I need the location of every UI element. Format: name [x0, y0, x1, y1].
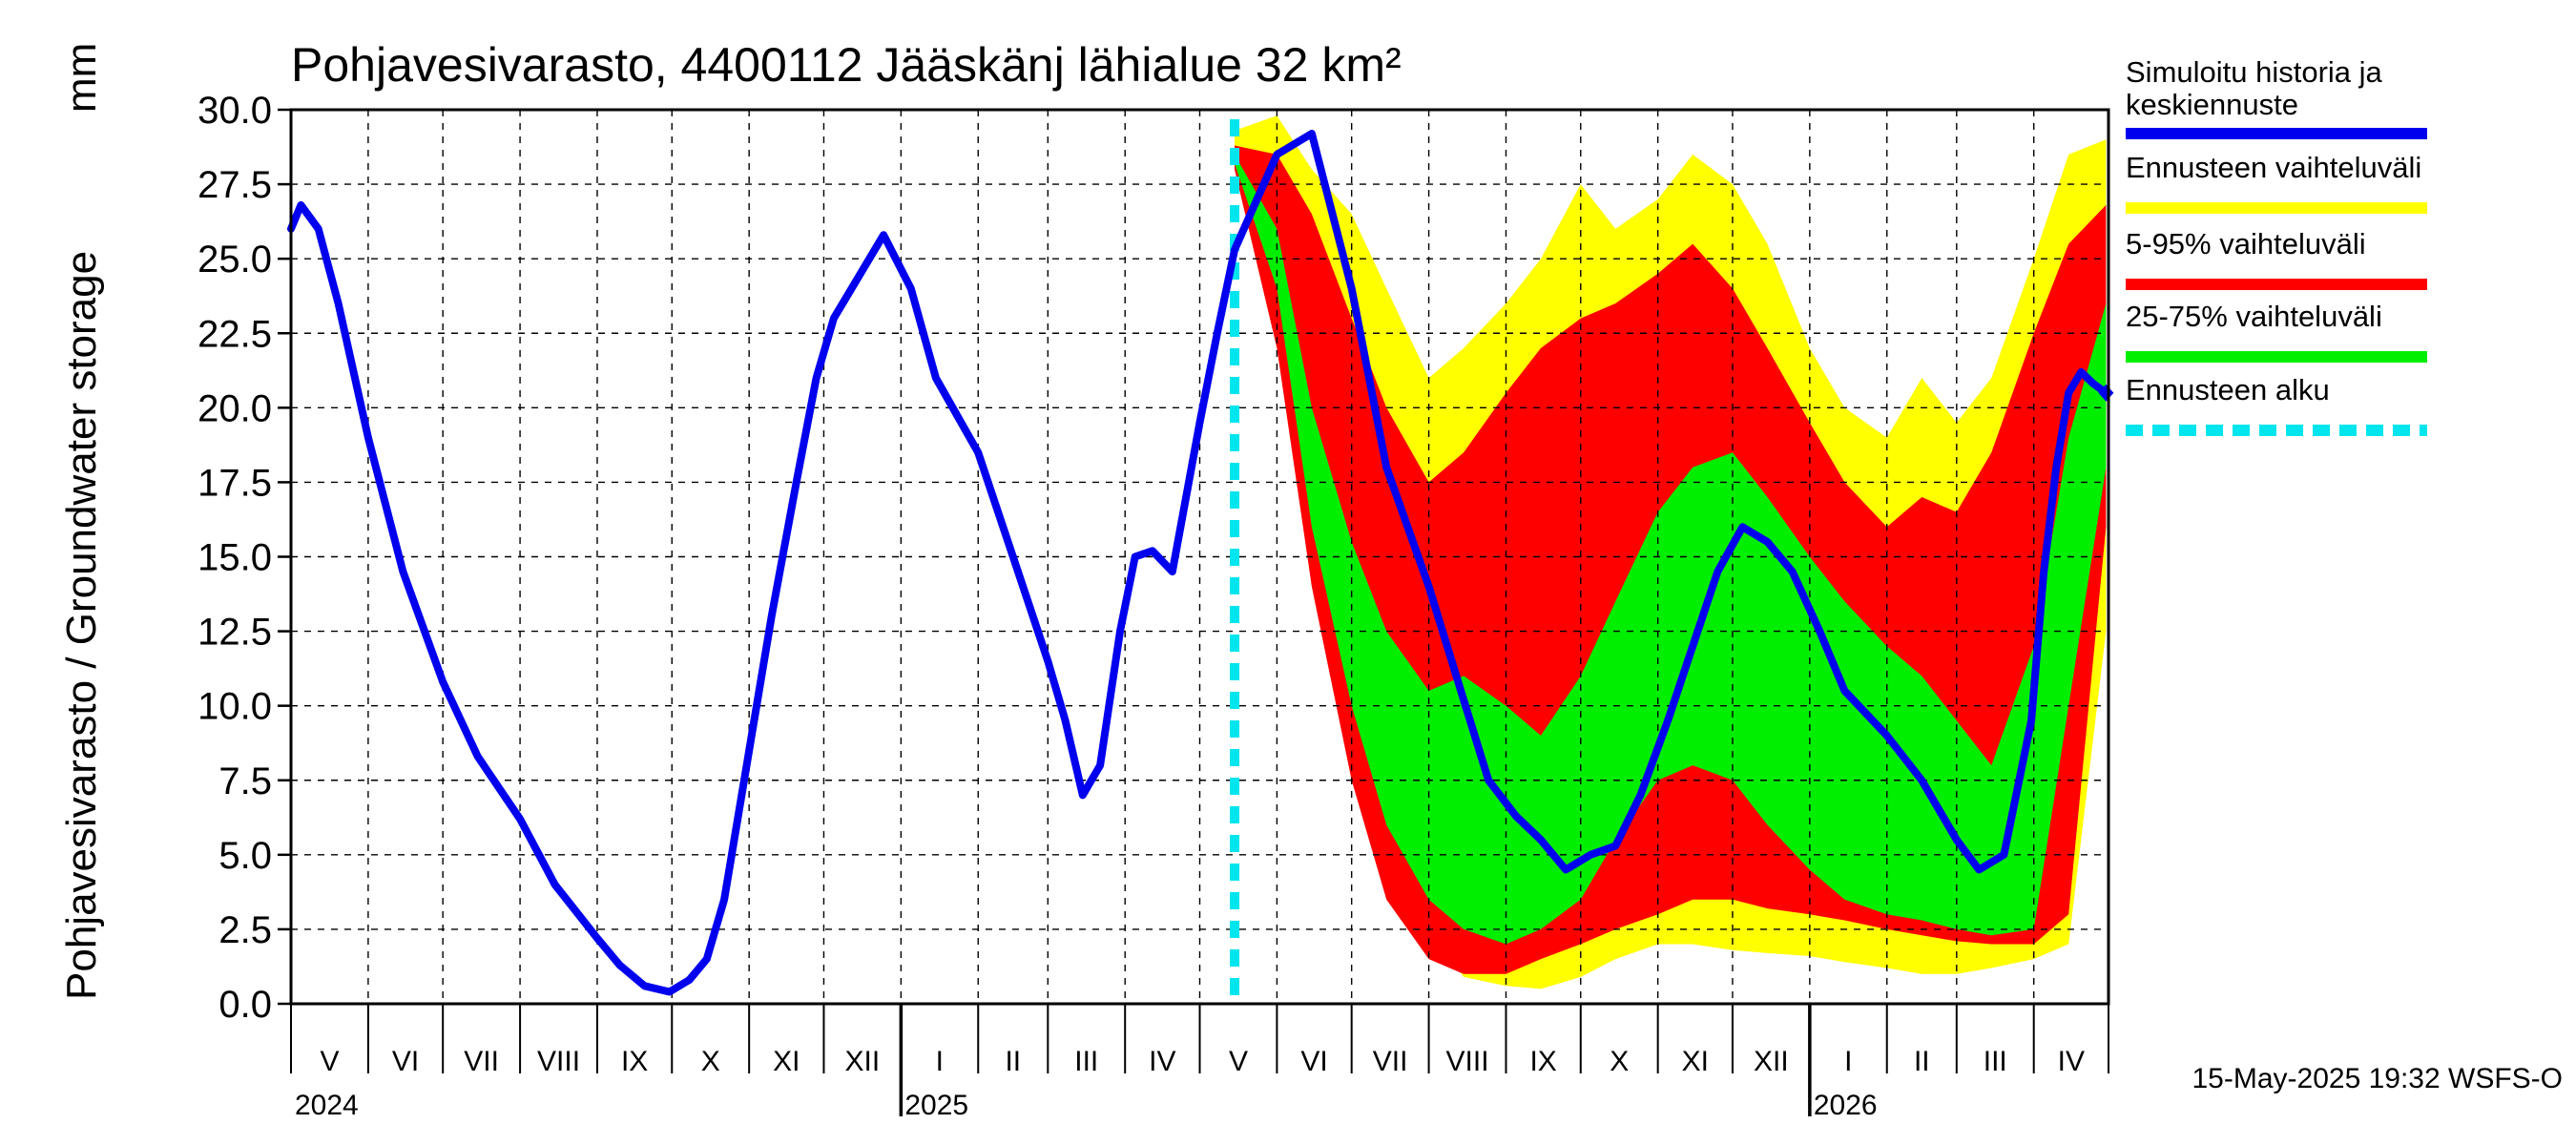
- forecast-bands: [1235, 115, 2107, 989]
- month-label: V: [1229, 1046, 1248, 1077]
- month-label: XI: [1682, 1046, 1709, 1077]
- plot-frame: [289, 108, 2110, 1006]
- month-label: VI: [1300, 1046, 1327, 1077]
- legend-label: keskiennuste: [2126, 88, 2298, 121]
- month-label: VII: [1373, 1046, 1408, 1077]
- y-tick-label: 10.0: [197, 686, 272, 728]
- legend-label: 25-75% vaihteluväli: [2126, 300, 2382, 333]
- legend-label: Ennusteen alku: [2126, 373, 2330, 406]
- y-tick-label: 7.5: [218, 760, 272, 802]
- month-label: V: [320, 1046, 339, 1077]
- y-tick-label: 0.0: [218, 984, 272, 1026]
- month-label: I: [936, 1046, 944, 1077]
- month-label: III: [1074, 1046, 1098, 1077]
- month-label: VIII: [537, 1046, 580, 1077]
- month-label: XI: [773, 1046, 800, 1077]
- year-label: 2025: [904, 1090, 968, 1121]
- month-label: IV: [2058, 1046, 2085, 1077]
- y-tick-label: 15.0: [197, 537, 272, 579]
- legend-label: Ennusteen vaihteluväli: [2126, 151, 2421, 184]
- y-tick-label: 5.0: [218, 835, 272, 877]
- band-25-75-vaihteluv-li: [1235, 154, 2107, 945]
- month-label: IX: [621, 1046, 648, 1077]
- y-tick-label: 30.0: [197, 90, 272, 132]
- y-axis-label: Pohjavesivarasto / Groundwater storage: [58, 251, 105, 1000]
- y-tick-label: 2.5: [218, 909, 272, 951]
- legend-label: 5-95% vaihteluväli: [2126, 227, 2366, 260]
- y-tick-label: 17.5: [197, 462, 272, 504]
- month-label: II: [1005, 1046, 1021, 1077]
- month-label: XII: [845, 1046, 881, 1077]
- month-label: IX: [1529, 1046, 1556, 1077]
- y-tick-label: 12.5: [197, 612, 272, 654]
- month-label: VIII: [1446, 1046, 1489, 1077]
- y-tick-label: 22.5: [197, 313, 272, 355]
- month-label: XII: [1754, 1046, 1789, 1077]
- y-axis-unit: mm: [58, 43, 105, 113]
- tick-labels: 0.0 2.5 5.0 7.5 10.0 12.5 15.0 17.5 20.0 22.5 25.0…: [197, 90, 2085, 1121]
- chart-title: Pohjavesivarasto, 4400112 Jääskänj lähia…: [291, 38, 1402, 92]
- y-tick-label: 27.5: [197, 164, 272, 206]
- month-label: II: [1914, 1046, 1930, 1077]
- footer-timestamp: 15-May-2025 19:32 WSFS-O: [2192, 1063, 2564, 1094]
- month-label: VII: [464, 1046, 499, 1077]
- month-label: III: [1984, 1046, 2007, 1077]
- month-label: X: [1610, 1046, 1629, 1077]
- y-tick-label: 25.0: [197, 239, 272, 281]
- axes: [278, 108, 2110, 1116]
- year-label: 2024: [295, 1090, 359, 1121]
- month-label: X: [701, 1046, 720, 1077]
- series-median-line: [287, 130, 2110, 996]
- month-label: VI: [392, 1046, 419, 1077]
- month-label: I: [1844, 1046, 1852, 1077]
- y-tick-label: 20.0: [197, 387, 272, 429]
- legend-label: Simuloitu historia ja: [2126, 55, 2383, 89]
- month-label: IV: [1149, 1046, 1175, 1077]
- year-label: 2026: [1814, 1090, 1878, 1121]
